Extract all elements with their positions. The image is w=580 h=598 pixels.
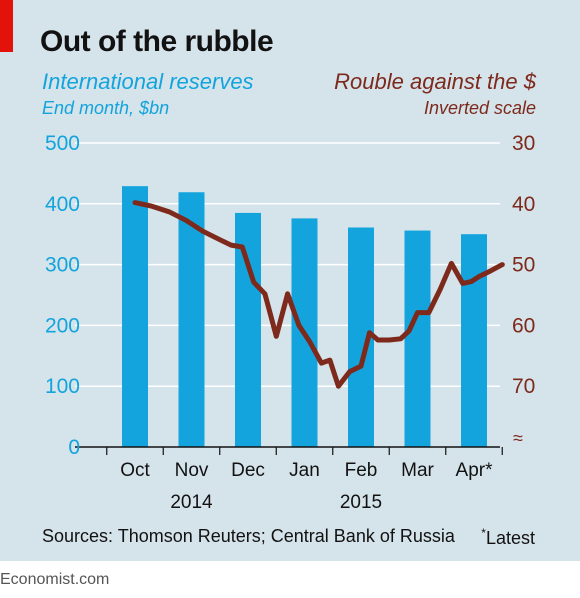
brand-footer: Economist.com — [0, 571, 110, 588]
category-label: Apr* — [456, 460, 494, 481]
left-tick-label: 200 — [45, 314, 80, 337]
left-axis-title: International reserves — [42, 69, 254, 94]
axis-break-icon: ≈ — [513, 428, 523, 448]
left-axis-unit: End month, $bn — [42, 98, 170, 118]
left-tick-label: 100 — [45, 375, 80, 398]
right-axis-unit: Inverted scale — [423, 98, 536, 118]
source-note: Sources: Thomson Reuters; Central Bank o… — [42, 526, 455, 546]
category-label: Nov — [175, 460, 209, 481]
brand-accent-tag — [0, 0, 13, 52]
year-label: 2015 — [340, 492, 382, 513]
latest-footnote: *Latest — [481, 526, 535, 549]
chart-title: Out of the rubble — [40, 25, 274, 58]
category-label: Mar — [401, 460, 434, 481]
category-label: Feb — [345, 460, 378, 481]
chart-svg: 0 100 200 300 400 500 30 40 50 60 70 ≈ Oct Nov Dec Jan F… — [45, 132, 535, 513]
bar-6 — [461, 234, 487, 447]
left-tick-label: 500 — [45, 132, 80, 155]
right-tick-label: 50 — [512, 254, 535, 277]
rouble-line — [132, 200, 505, 389]
left-tick-label: 400 — [45, 193, 80, 216]
footnote-mark: * — [481, 526, 486, 540]
bar-0 — [122, 186, 148, 447]
bar-5 — [404, 230, 431, 447]
bar-2 — [235, 212, 261, 447]
right-tick-label: 40 — [512, 193, 535, 216]
left-tick-label: 300 — [45, 254, 80, 277]
right-tick-label: 30 — [512, 132, 535, 155]
category-label: Jan — [289, 460, 320, 481]
footnote-text: Latest — [485, 528, 535, 548]
left-tick-label: 0 — [68, 436, 80, 459]
year-label: 2014 — [170, 492, 213, 513]
category-label: Dec — [231, 460, 265, 481]
right-tick-label: 70 — [512, 375, 535, 398]
right-axis-title: Rouble against the $ — [334, 69, 536, 94]
right-tick-label: 60 — [512, 314, 535, 337]
category-label: Oct — [120, 460, 150, 481]
bar-1 — [178, 192, 205, 447]
